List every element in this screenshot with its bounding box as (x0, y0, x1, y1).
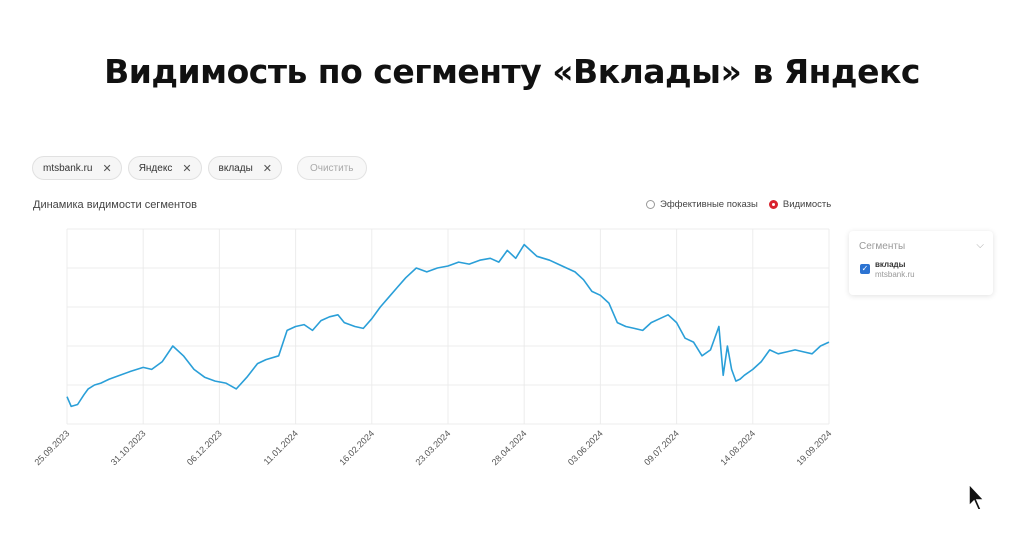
x-tick-label: 09.07.2024 (642, 428, 681, 467)
legend-item-name: вклады (875, 260, 906, 269)
x-tick-label: 14.08.2024 (718, 428, 757, 467)
legend-item-domain: mtsbank.ru (875, 270, 915, 279)
radio-visibility[interactable]: Видимость (768, 199, 832, 210)
x-tick-label: 11.01.2024 (262, 428, 300, 466)
metric-selector: Эффективные показы Видимость (646, 199, 831, 210)
filter-chip-engine[interactable]: Яндекс ✕ (127, 156, 202, 180)
radio-label: Видимость (782, 199, 832, 210)
x-tick-label: 25.09.2023 (32, 428, 71, 467)
radio-effective-impressions[interactable]: Эффективные показы (646, 199, 758, 210)
filter-chip-label: mtsbank.ru (43, 162, 93, 174)
close-icon[interactable]: ✕ (262, 162, 272, 175)
filter-chip-label: вклады (218, 162, 253, 174)
x-tick-label: 06.12.2023 (185, 428, 224, 467)
legend-header: Сегменты (859, 241, 906, 252)
filter-chip-label: Яндекс (138, 162, 173, 174)
x-tick-label: 19.09.2024 (794, 428, 833, 467)
x-tick-label: 23.03.2024 (413, 428, 452, 467)
close-icon[interactable]: ✕ (102, 162, 112, 175)
filter-chips: mtsbank.ru ✕ Яндекс ✕ вклады ✕ Очистить (32, 156, 367, 180)
page-title: Видимость по сегменту «Вклады» в Яндекс (104, 52, 920, 91)
cursor-icon (968, 482, 986, 511)
radio-button[interactable] (646, 200, 655, 209)
radio-button[interactable] (768, 200, 778, 209)
x-tick-label: 03.06.2024 (566, 428, 605, 467)
x-tick-label: 28.04.2024 (490, 428, 529, 467)
close-icon[interactable]: ✕ (182, 162, 192, 175)
radio-label: Эффективные показы (660, 199, 758, 210)
clear-button[interactable]: Очистить (296, 156, 367, 180)
series-line (66, 243, 830, 408)
filter-chip-domain[interactable]: mtsbank.ru ✕ (32, 156, 122, 180)
x-tick-label: 16.02.2024 (337, 428, 376, 467)
chart-title: Динамика видимости сегментов (33, 199, 197, 211)
chevron-down-icon[interactable]: ⌵ (976, 240, 984, 251)
x-tick-label: 31.10.2023 (109, 428, 148, 467)
filter-chip-segment[interactable]: вклады ✕ (207, 156, 282, 180)
legend-checkbox[interactable]: ✓ (860, 264, 870, 274)
segments-legend: Сегменты ⌵ ✓ вклады mtsbank.ru (849, 231, 993, 295)
